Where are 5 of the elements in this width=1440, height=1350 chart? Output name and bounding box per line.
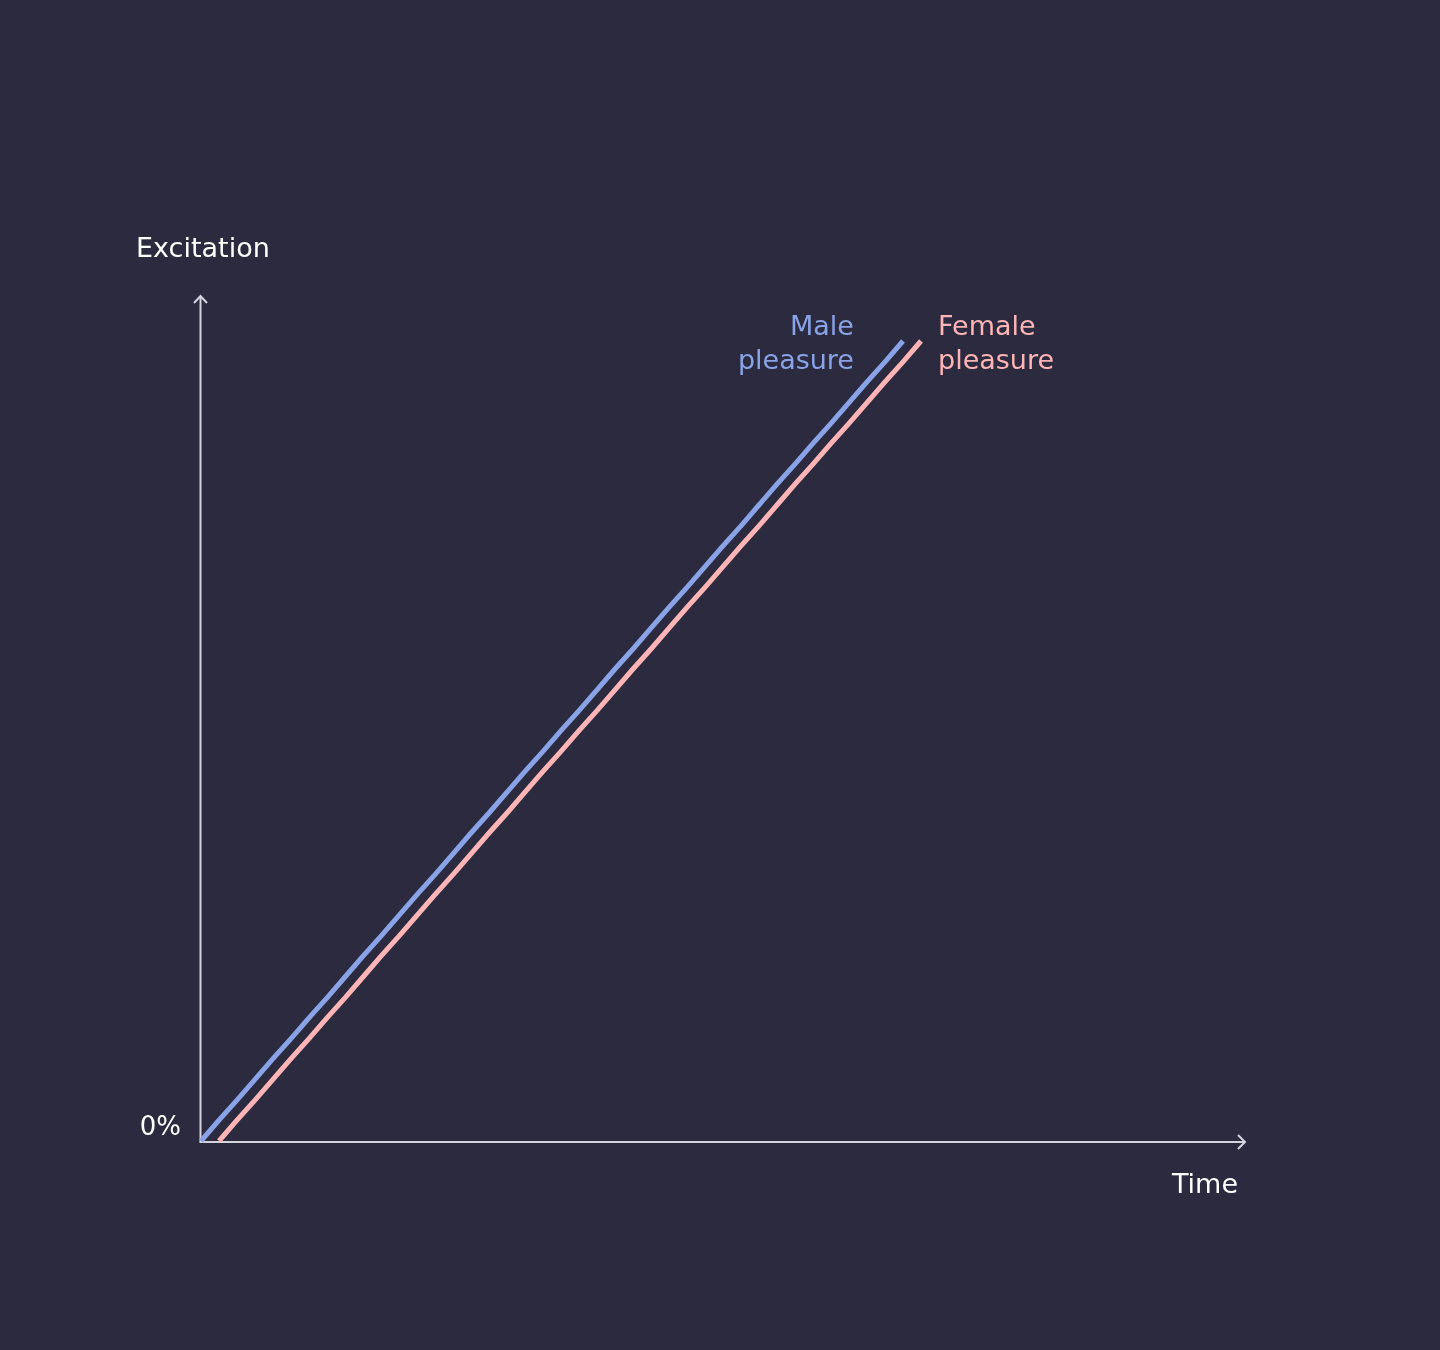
- x-axis-title: Time: [1170, 1168, 1238, 1199]
- series-label: Male pleasure: [737, 310, 854, 375]
- series-label: Female pleasure: [938, 310, 1055, 375]
- y-axis-title: Excitation: [136, 232, 270, 263]
- text: 0%: [139, 1111, 181, 1141]
